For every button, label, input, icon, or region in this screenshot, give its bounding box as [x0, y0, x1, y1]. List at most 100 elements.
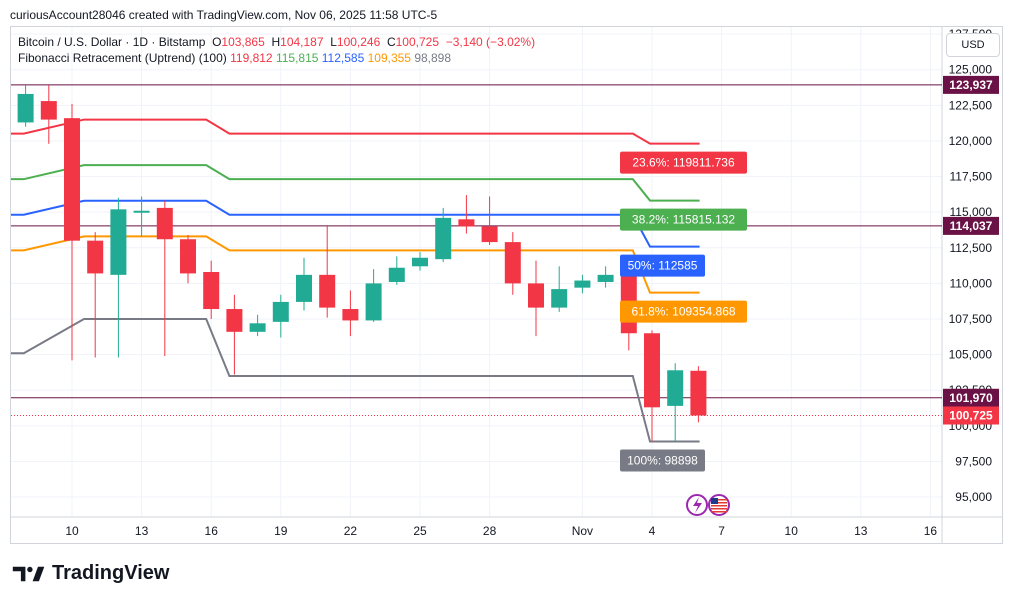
candle-body	[365, 283, 382, 321]
fib-level-line	[11, 235, 700, 294]
candle-body	[481, 226, 498, 243]
fib-level-label: 38.2%: 115815.132	[620, 208, 747, 231]
price-badge-box	[943, 216, 999, 235]
candle-body	[528, 283, 544, 308]
price-axis-badge: 123,937	[943, 75, 999, 94]
fib-label-text: 50%: 112585	[628, 259, 698, 273]
price-badge-box	[943, 388, 999, 407]
candle-body	[690, 370, 707, 416]
candles	[17, 83, 707, 442]
fib-legend: Fibonacci Retracement (Uptrend) (100) 11…	[18, 51, 451, 65]
fib-level-label: 23.6%: 119811.736	[620, 151, 747, 174]
y-tick-label: 120,000	[949, 134, 993, 148]
grid-lines	[11, 27, 942, 517]
flag-stripe-icon	[711, 499, 727, 501]
flag-stripe-icon	[711, 502, 727, 504]
candle-body	[64, 118, 80, 241]
fib-level-label: 61.8%: 109354.868	[620, 300, 747, 323]
y-tick-label: 117,500	[950, 170, 993, 184]
price-badge-text: 100,725	[949, 409, 993, 423]
price-badge-box	[943, 406, 999, 425]
x-tick-label: 4	[649, 524, 656, 538]
high-value: 104,187	[280, 35, 324, 49]
open-value: 103,865	[221, 35, 265, 49]
candle-body	[17, 93, 34, 123]
change-value: −3,140 (−3.02%)	[445, 35, 536, 49]
fib-level-label: 50%: 112585	[620, 254, 705, 277]
candle-body	[226, 309, 243, 332]
x-tick-label: Nov	[572, 524, 593, 538]
y-tick-label: 115,000	[950, 205, 993, 219]
candle-body	[40, 101, 57, 120]
candle-body	[110, 209, 127, 275]
open-label: O	[212, 35, 222, 49]
tradingview-logo[interactable]: TradingView	[12, 562, 169, 585]
fib-legend-value-3: 109,355	[364, 51, 411, 65]
flag-stripe-icon	[711, 508, 727, 510]
price-badge-text: 101,970	[949, 391, 993, 405]
chart-frame	[10, 26, 1003, 544]
y-tick-label: 95,000	[955, 490, 992, 504]
x-tick-label: 7	[718, 524, 725, 538]
candle-body	[296, 274, 312, 302]
fib-label-box	[620, 449, 705, 472]
fib-label-box	[620, 300, 747, 323]
x-tick-label: 13	[135, 524, 149, 538]
tradingview-logo-icon	[12, 566, 45, 581]
price-axis-badge: 114,037	[943, 216, 999, 235]
fib-label-box	[620, 151, 747, 174]
y-tick-label: 107,500	[949, 312, 993, 326]
fib-level-line	[11, 199, 700, 248]
x-tick-label: 28	[483, 524, 497, 538]
fib-legend-value-4: 98,898	[410, 51, 452, 65]
candle-body	[249, 323, 266, 332]
symbol-legend: Bitcoin / U.S. Dollar · 1D · Bitstamp O1…	[18, 35, 535, 49]
y-tick-label: 97,500	[955, 454, 992, 468]
x-tick-label: 13	[854, 524, 868, 538]
candle-body	[435, 217, 452, 260]
fib-title: Fibonacci Retracement (Uptrend) (100)	[18, 51, 227, 65]
high-label: H	[271, 35, 281, 49]
fib-legend-value-2: 112,585	[318, 51, 365, 65]
price-axis-badge: 101,970	[943, 388, 999, 407]
candle-body	[574, 280, 591, 288]
flag-stripe-icon	[711, 511, 727, 513]
candle-body	[412, 257, 428, 267]
fib-level-line	[11, 164, 700, 202]
candle-body	[551, 289, 568, 308]
candle-body	[597, 274, 614, 282]
candle-body	[133, 210, 150, 213]
price-axis-badge: 100,725	[943, 406, 999, 425]
y-tick-label: 110,000	[950, 276, 993, 290]
fib-legend-value-0: 119,812	[230, 51, 273, 65]
candle-body	[644, 333, 660, 408]
chart-caption: curiousAccount28046 created with Trading…	[10, 8, 438, 22]
candle-body	[342, 309, 359, 321]
price-badge-text: 114,037	[950, 219, 993, 233]
x-tick-label: 16	[205, 524, 219, 538]
close-label: C	[386, 35, 396, 49]
brand-name: TradingView	[52, 562, 170, 584]
fib-level-line	[11, 118, 700, 145]
fib-label-box	[620, 208, 747, 231]
flag-stripe-icon	[711, 505, 727, 507]
candle-body	[87, 240, 104, 274]
x-tick-label: 22	[344, 524, 358, 538]
candle-body	[388, 267, 405, 282]
candle-body	[458, 219, 475, 227]
flag-canton-icon	[711, 498, 718, 504]
lightning-glyph-icon	[693, 497, 702, 513]
price-badge-text: 123,937	[949, 78, 993, 92]
symbol-title: Bitcoin / U.S. Dollar · 1D · Bitstamp	[18, 35, 206, 49]
low-value: 100,246	[336, 35, 381, 49]
low-label: L	[330, 35, 337, 49]
candle-body	[504, 242, 521, 284]
currency-button[interactable]: USD	[946, 33, 1000, 57]
y-tick-label: 112,500	[950, 241, 993, 255]
x-tick-label: 10	[65, 524, 79, 538]
candle-body	[156, 207, 173, 240]
candle-body	[180, 239, 196, 274]
fib-legend-value-1: 115,815	[272, 51, 319, 65]
price-badge-box	[943, 75, 999, 94]
